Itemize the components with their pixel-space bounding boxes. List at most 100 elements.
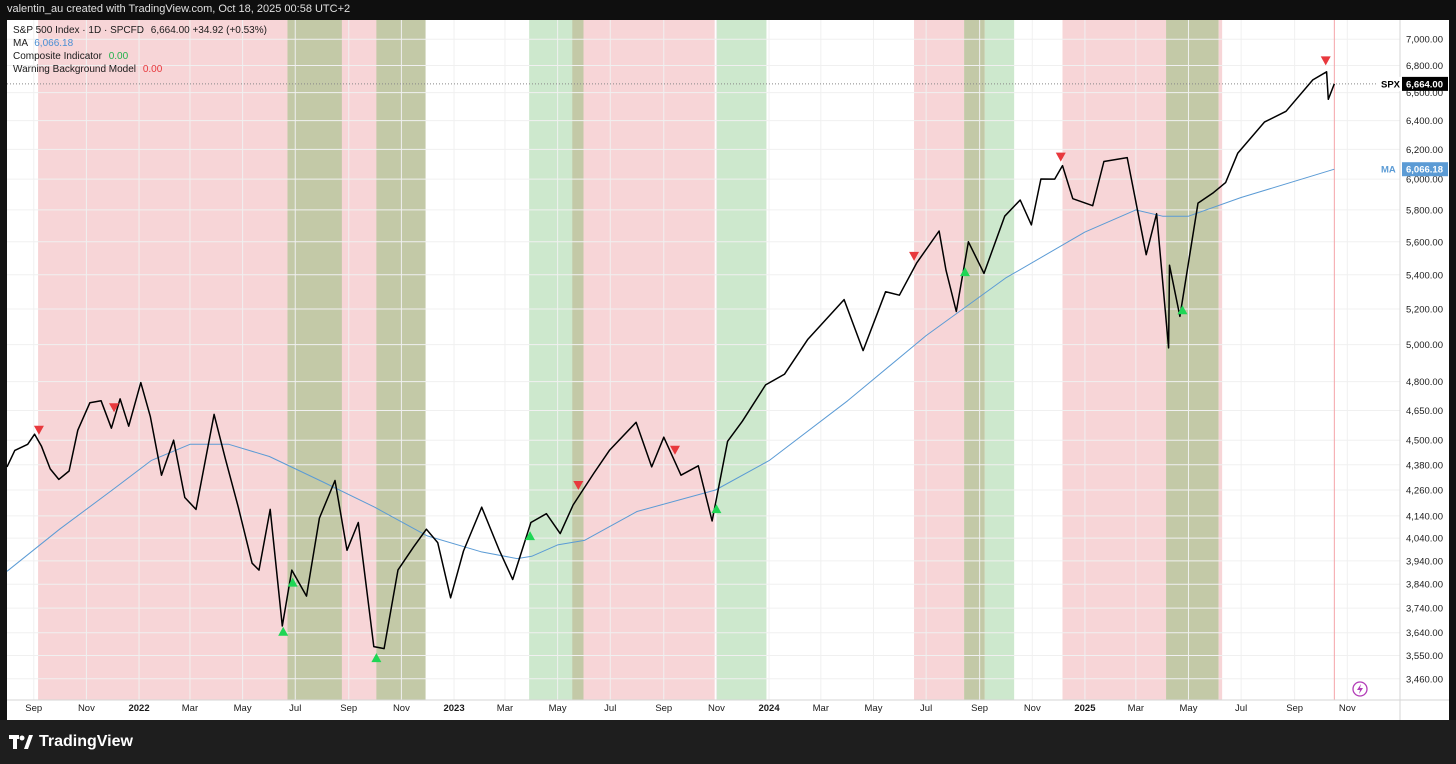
legend-ma-row[interactable]: MA 6,066.18 [13, 37, 267, 50]
x-tick-label: Sep [971, 703, 988, 714]
y-tick-label: 6,200.00 [1406, 145, 1443, 156]
y-tick-label: 3,460.00 [1406, 674, 1443, 685]
buy-marker [287, 577, 298, 587]
x-tick-label: Mar [1128, 703, 1144, 714]
band-green [984, 20, 1015, 700]
x-tick-label: Mar [497, 703, 513, 714]
buy-marker [371, 653, 382, 663]
signal-markers [33, 56, 1331, 663]
tradingview-logo[interactable]: TradingView [9, 733, 133, 751]
band-green [716, 20, 767, 700]
y-tick-label: 3,550.00 [1406, 651, 1443, 662]
x-tick-label: 2024 [758, 703, 780, 714]
band-warning [1218, 20, 1223, 700]
y-tick-label: 5,600.00 [1406, 237, 1443, 248]
band-warning [1062, 20, 1167, 700]
spx-tag-value-bg [1402, 76, 1448, 91]
y-tick-label: 6,800.00 [1406, 61, 1443, 72]
spx-tag-value: 6,664.00 [1406, 79, 1443, 90]
ma-tag-value: 6,066.18 [1406, 165, 1443, 176]
y-tick-label: 4,140.00 [1406, 511, 1443, 522]
legend-composite-row[interactable]: Composite Indicator 0.00 [13, 50, 267, 63]
y-tick-label: 3,640.00 [1406, 628, 1443, 639]
sell-marker [909, 251, 920, 261]
background-bands [38, 20, 1223, 700]
y-tick-label: 5,200.00 [1406, 305, 1443, 316]
legend-warning-label: Warning Background Model [13, 64, 137, 75]
y-tick-label: 4,800.00 [1406, 377, 1443, 388]
y-tick-label: 6,600.00 [1406, 88, 1443, 99]
header-bar: valentin_au created with TradingView.com… [0, 0, 1456, 20]
legend-ma-value: 6,066.18 [34, 38, 74, 49]
band-warning [38, 20, 399, 700]
x-tick-label: 2023 [443, 703, 464, 714]
ma-line [6, 168, 1335, 572]
price-tags: SPX 6,664.00 MA 6,066.18 [1378, 76, 1448, 177]
header-text: valentin_au created with TradingView.com… [7, 3, 351, 15]
lightning-icon [1352, 681, 1368, 697]
legend: S&P 500 Index · 1D · SPCFD 6,664.00 +34.… [13, 24, 267, 76]
x-tick-label: Nov [78, 703, 95, 714]
sell-marker [573, 480, 584, 490]
buy-marker [524, 531, 535, 541]
x-tick-label: 2022 [128, 703, 149, 714]
y-tick-label: 6,400.00 [1406, 116, 1443, 127]
x-tick-label: Nov [1024, 703, 1041, 714]
legend-symbol-row[interactable]: S&P 500 Index · 1D · SPCFD 6,664.00 +34.… [13, 24, 267, 37]
x-tick-label: May [549, 703, 567, 714]
sell-marker [33, 425, 44, 435]
band-overlap [1166, 20, 1219, 700]
band-overlap [287, 20, 342, 700]
y-tick-label: 3,840.00 [1406, 580, 1443, 591]
ma-tag-label-bg [1378, 162, 1398, 177]
legend-composite-value: 0.00 [108, 51, 129, 62]
x-tick-label: Nov [1339, 703, 1356, 714]
x-tick-label: Nov [708, 703, 725, 714]
sell-marker [669, 445, 680, 455]
y-tick-label: 4,260.00 [1406, 485, 1443, 496]
footer-bar [0, 720, 1456, 764]
x-tick-label: Sep [340, 703, 357, 714]
band-overlap [964, 20, 985, 700]
sell-marker [109, 403, 120, 413]
x-tick-label: Nov [393, 703, 410, 714]
y-tick-label: 7,000.00 [1406, 35, 1443, 46]
x-tick-label: Jul [920, 703, 932, 714]
tradingview-logo-text: TradingView [39, 733, 133, 750]
y-tick-label: 5,800.00 [1406, 205, 1443, 216]
y-tick-label: 5,400.00 [1406, 270, 1443, 281]
x-tick-label: Sep [25, 703, 42, 714]
x-tick-label: Jul [604, 703, 616, 714]
x-tick-label: May [234, 703, 252, 714]
spx-tag-label: SPX [1381, 79, 1401, 90]
buy-marker [1177, 305, 1188, 315]
price-line [6, 71, 1335, 650]
buy-marker [711, 504, 722, 514]
x-tick-label: 2025 [1074, 703, 1096, 714]
y-tick-label: 3,740.00 [1406, 604, 1443, 615]
grid-lines [7, 20, 1400, 700]
x-tick-label: May [1180, 703, 1198, 714]
y-tick-label: 4,500.00 [1406, 436, 1443, 447]
y-tick-label: 4,650.00 [1406, 406, 1443, 417]
price-chart[interactable]: 7,000.00 6,800.00 6,600.00 6,400.00 6,200.00… [0, 0, 1456, 720]
sell-marker [1320, 56, 1331, 66]
x-tick-label: May [865, 703, 883, 714]
legend-warning-row[interactable]: Warning Background Model 0.00 [13, 63, 267, 76]
legend-symbol: S&P 500 Index · 1D · SPCFD [13, 25, 144, 36]
band-warning [583, 20, 715, 700]
spx-tag-label-bg [1378, 76, 1405, 91]
legend-ma-label: MA [13, 38, 28, 49]
axes: 7,000.00 6,800.00 6,600.00 6,400.00 6,200.00… [7, 20, 1449, 720]
y-tick-label: 5,000.00 [1406, 340, 1443, 351]
y-tick-label: 6,000.00 [1406, 175, 1443, 186]
x-tick-label: Jul [289, 703, 301, 714]
sell-marker [1055, 152, 1066, 162]
x-tick-label: Mar [182, 703, 198, 714]
ma-tag-label: MA [1381, 165, 1396, 176]
x-tick-label: Mar [813, 703, 829, 714]
legend-symbol-values: 6,664.00 +34.92 (+0.53%) [150, 25, 267, 36]
band-overlap [572, 20, 584, 700]
x-tick-label: Jul [1235, 703, 1247, 714]
